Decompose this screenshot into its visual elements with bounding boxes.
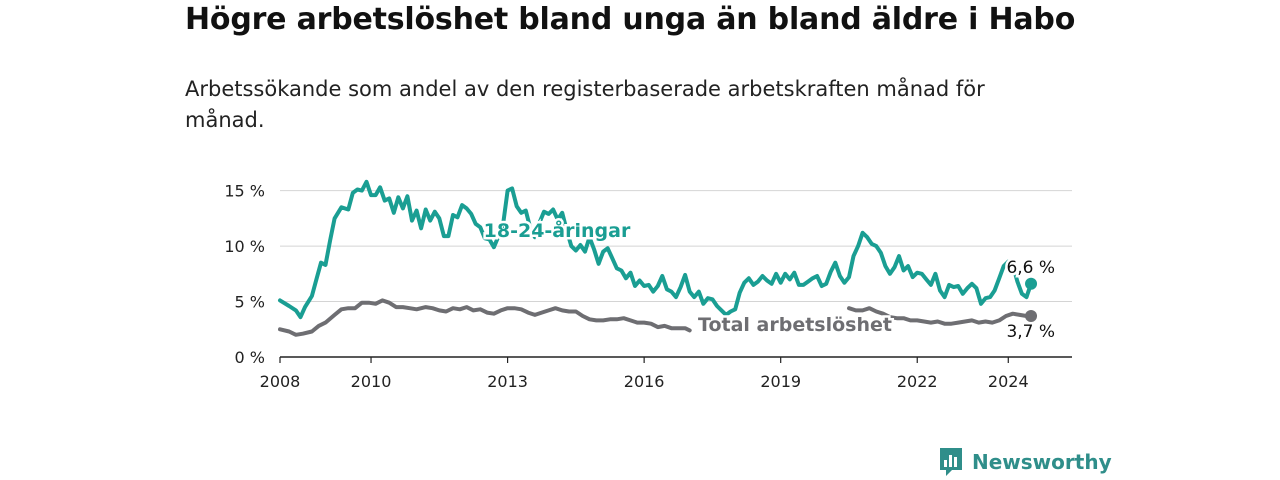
chart-title: Högre arbetslöshet bland unga än bland ä… (185, 2, 1076, 37)
x-tick-label: 2013 (487, 372, 528, 391)
y-tick-label: 5 % (235, 293, 265, 312)
x-tick-label: 2024 (988, 372, 1029, 391)
series-label-youth: 18-24-åringar (484, 218, 631, 242)
axis-ticks: 0 % 5 % 10 % 15 % 2008 2010 2013 2016 2019 2022 20… (224, 182, 1028, 391)
series-line-1 (847, 306, 1033, 326)
series-line-0 (278, 179, 1033, 320)
brand-name: Newsworthy (972, 450, 1112, 474)
series-labels: 18-24-åringar Total arbetslöshet 6,6 % 3,7 … (481, 216, 1057, 345)
series-end-point-0 (1025, 277, 1038, 290)
series-label-total: Total arbetslöshet (698, 314, 892, 336)
brand-logo: Newsworthy (938, 446, 1112, 478)
end-label-total: 3,7 % (1006, 322, 1055, 342)
series-lines (278, 179, 1038, 337)
y-tick-label: 15 % (224, 182, 265, 201)
x-tick-label: 2010 (351, 372, 392, 391)
series-end-point-1 (1025, 309, 1038, 322)
end-label-youth: 6,6 % (1006, 258, 1055, 278)
x-tick-label: 2016 (624, 372, 665, 391)
x-tick-label: 2022 (897, 372, 938, 391)
newsworthy-icon (940, 448, 962, 476)
y-tick-label: 10 % (224, 237, 265, 256)
chart-subtitle: Arbetssökande som andel av den registerb… (185, 77, 985, 132)
x-tick-label: 2019 (760, 372, 801, 391)
y-tick-label: 0 % (235, 348, 265, 367)
grid-lines (280, 190, 1072, 358)
series-line-1 (278, 298, 692, 337)
x-tick-label: 2008 (260, 372, 301, 391)
